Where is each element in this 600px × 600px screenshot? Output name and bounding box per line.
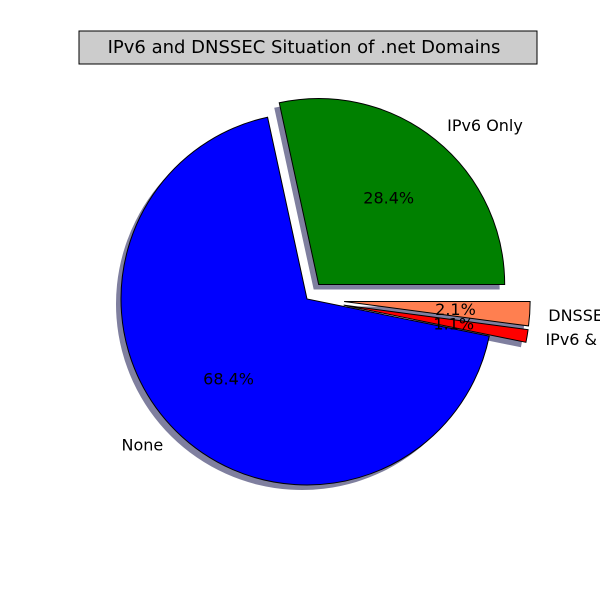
slice-ipv6-and-dnssec: [343, 304, 529, 343]
label-ipv6-and-dnssec: IPv6 & DNSSEC: [545, 330, 600, 349]
slices: [120, 98, 531, 486]
title-box: [78, 30, 538, 65]
label-ipv6-only: IPv6 Only: [447, 116, 523, 135]
pct-ipv6-only: 28.4%: [363, 189, 414, 208]
percent-labels: 28.4% 68.4% 1.1%2.1%: [203, 189, 476, 389]
label-none: None: [121, 436, 163, 455]
pct-ipv6-and-dnssec: 1.1%: [433, 315, 474, 334]
chart-title: IPv6 and DNSSEC Situation of .net Domain…: [78, 30, 538, 65]
label-dnssec-only: DNSSEC Only: [548, 306, 600, 325]
title-text: IPv6 and DNSSEC Situation of .net Domain…: [108, 37, 501, 58]
pct-dnssec-only: 2.1%: [435, 300, 476, 319]
slice-none: [120, 116, 490, 486]
slice-dnssec-only: [344, 300, 531, 327]
pct-none: 68.4%: [203, 369, 254, 388]
slice-labels: IPv6 Only None IPv6 & DNSSEC DNSSEC Only: [121, 116, 600, 454]
slice-ipv6-only: [278, 98, 506, 286]
